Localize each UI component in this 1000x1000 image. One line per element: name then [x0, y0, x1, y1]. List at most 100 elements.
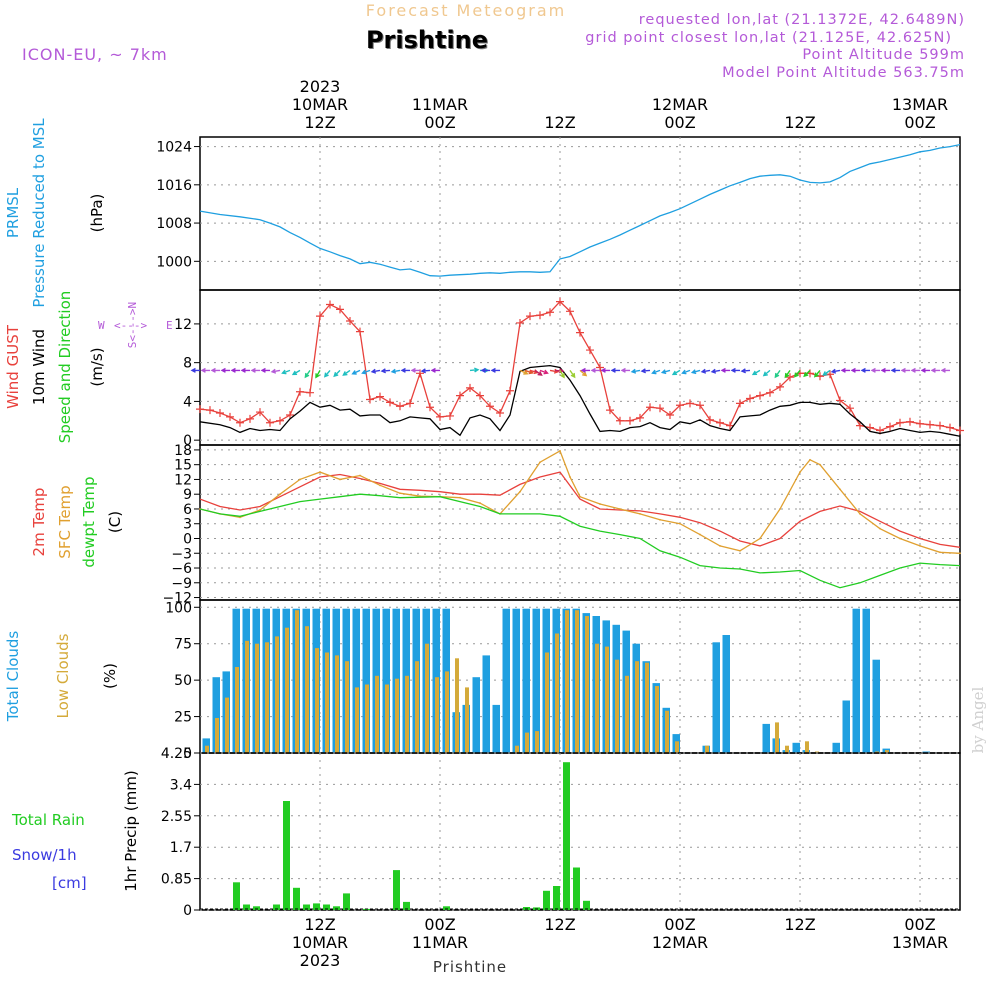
- low-cloud-bar: [335, 655, 339, 753]
- y-tick-label: 0: [183, 903, 192, 919]
- wind-direction-arrow: [793, 369, 801, 378]
- bottom-time-label: 12MAR: [652, 933, 708, 952]
- sfc-temp-point: [379, 484, 381, 487]
- y-tick-label: 0: [183, 746, 192, 762]
- wind-direction-arrow: [270, 368, 281, 374]
- wind-direction-arrow: [762, 369, 771, 377]
- sfc-temp-point: [339, 478, 341, 481]
- y-tick-label: 0: [183, 531, 192, 547]
- wind-direction-arrow: [569, 369, 576, 379]
- rain-bar: [443, 906, 450, 910]
- wind-direction-arrow: [519, 369, 529, 375]
- gust-point: [786, 373, 794, 382]
- wind-direction-arrow: [390, 368, 401, 374]
- rain-bar: [403, 901, 410, 910]
- total-cloud-bar: [512, 608, 520, 753]
- wind-direction-arrow: [370, 368, 381, 374]
- gust-point: [306, 388, 314, 397]
- wind-direction-arrow: [774, 369, 781, 379]
- sfc-temp-point: [739, 549, 741, 552]
- chart-subtitle: Forecast Meteogram: [366, 1, 566, 20]
- gust-point: [606, 406, 614, 415]
- wind-direction-arrow: [784, 369, 791, 379]
- low-cloud-bar: [565, 610, 569, 753]
- panel-precip: 0 0.85 1.7 2.55 3.4 4.25 Total Rain Snow/1h [cm]…: [11, 746, 961, 919]
- panel-clouds: 0 25 50 75 100 Total Clouds Low Clouds (%): [4, 599, 961, 762]
- gust-point: [776, 382, 784, 391]
- y-axis-label: 10m Wind: [30, 329, 48, 405]
- y-axis-label: Speed and Direction: [56, 291, 74, 444]
- gust-point: [446, 411, 454, 420]
- gust-point: [906, 417, 914, 426]
- gust-point: [856, 421, 864, 430]
- gust-point: [426, 403, 434, 412]
- top-time-label: 10MAR: [292, 95, 348, 114]
- gust-point: [536, 311, 544, 320]
- wind-direction-arrow: [671, 369, 681, 376]
- y-tick-label: 1008: [156, 216, 192, 232]
- sfc-temp-point: [599, 503, 601, 505]
- gust-point: [836, 396, 844, 405]
- requested-coords: requested lon,lat (21.1372E, 42.6489N): [639, 12, 965, 28]
- total-cloud-bar: [362, 608, 370, 753]
- low-cloud-bar: [355, 687, 359, 753]
- y-axis-unit: (%): [101, 663, 119, 689]
- wind-direction-arrow: [860, 367, 870, 373]
- bottom-time-label: 00Z: [424, 915, 455, 934]
- wind-direction-arrow: [830, 368, 841, 374]
- gust-point: [566, 307, 574, 316]
- low-cloud-bar: [575, 610, 579, 753]
- low-cloud-bar: [415, 661, 419, 753]
- wind-direction-arrow: [240, 367, 250, 373]
- sfc-temp-point: [899, 537, 901, 540]
- wind-direction-arrow: [600, 367, 610, 373]
- series-line-10m-wind: [200, 364, 960, 437]
- y-tick-label: 1.7: [170, 840, 192, 856]
- gust-point: [316, 312, 324, 321]
- low-cloud-bar: [245, 640, 249, 753]
- gust-point: [636, 413, 644, 422]
- low-cloud-bar: [395, 678, 399, 753]
- wind-direction-arrow: [720, 367, 730, 373]
- top-time-label: 12Z: [304, 113, 335, 132]
- wind-direction-arrow: [681, 369, 691, 375]
- gust-point: [216, 409, 224, 418]
- gust-point: [866, 423, 874, 432]
- y-tick-label: 8: [183, 356, 192, 372]
- wind-direction-arrow: [534, 369, 543, 376]
- y-tick-label: −3: [171, 546, 192, 562]
- gust-point: [676, 401, 684, 410]
- wind-direction-arrow: [630, 368, 641, 374]
- total-cloud-bar: [842, 700, 850, 753]
- low-cloud-bar: [405, 675, 409, 753]
- gust-point: [286, 410, 294, 419]
- bottom-time-label: 00Z: [904, 915, 935, 934]
- y-tick-label: 25: [174, 710, 192, 726]
- wind-direction-arrow: [333, 369, 341, 378]
- gust-point: [896, 418, 904, 427]
- gust-point: [686, 399, 694, 408]
- y-tick-label: 50: [174, 673, 192, 689]
- gust-point: [266, 418, 274, 427]
- gust-point: [936, 421, 944, 430]
- low-cloud-bar: [285, 627, 289, 753]
- sfc-temp-point: [259, 509, 261, 511]
- total-cloud-bar: [792, 742, 800, 753]
- y-tick-label: 15: [174, 458, 192, 474]
- gust-point: [276, 416, 284, 425]
- wind-direction-arrow: [920, 367, 930, 373]
- wind-direction-arrow: [291, 369, 301, 376]
- gust-point: [346, 317, 354, 325]
- gust-point: [586, 346, 594, 355]
- gust-point: [436, 412, 444, 421]
- low-cloud-bar: [445, 671, 449, 753]
- y-tick-label: 2.55: [161, 809, 192, 825]
- y-tick-label: 4: [183, 394, 192, 410]
- wind-direction-arrow: [323, 369, 331, 378]
- gust-point: [916, 419, 924, 428]
- rain-bar: [313, 903, 320, 910]
- wind-direction-arrow: [690, 369, 701, 375]
